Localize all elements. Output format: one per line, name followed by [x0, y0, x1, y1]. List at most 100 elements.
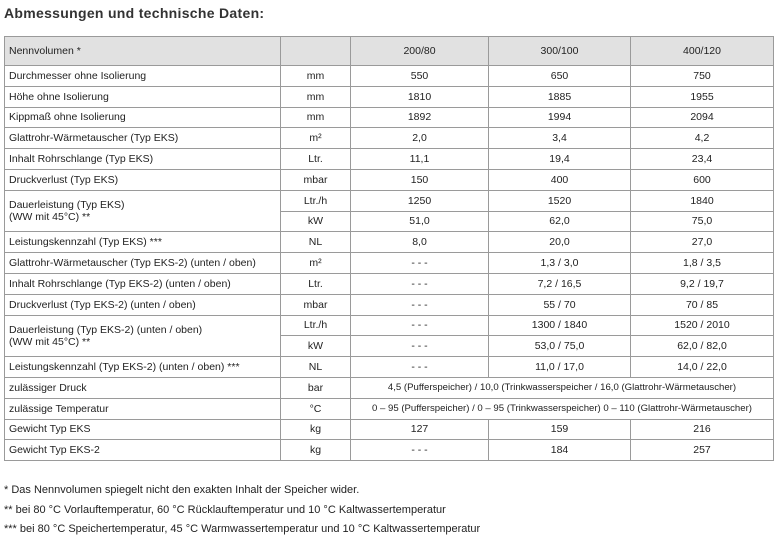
unit: mm: [280, 85, 351, 108]
table-body: Durchmesser ohne Isolierung mm 550 650 750 Hö…: [4, 65, 774, 462]
cell: 23,4: [630, 148, 774, 170]
column-header: 300/100: [488, 36, 631, 66]
unit: kW: [280, 335, 351, 358]
cell: 650: [488, 65, 631, 87]
cell: 53,0 / 75,0: [488, 335, 631, 358]
footnote: * Das Nennvolumen spiegelt nicht den exa…: [4, 484, 360, 496]
cell: 750: [630, 65, 774, 87]
row-label: Leistungskennzahl (Typ EKS) ***: [4, 231, 281, 254]
table-row: Kippmaß ohne Isolierung mm 1892 1994 2094: [4, 106, 774, 129]
unit: Ltr.: [280, 148, 351, 170]
cell: 62,0: [488, 210, 631, 233]
unit: NL: [280, 356, 351, 378]
unit: Ltr./h: [280, 314, 351, 337]
table-row: Höhe ohne Isolierung mm 1810 1885 1955: [4, 85, 774, 108]
cell: 1885: [488, 85, 631, 108]
cell: 1250: [350, 189, 489, 212]
row-label: Inhalt Rohrschlange (Typ EKS-2) (unten /…: [4, 272, 281, 295]
cell: 550: [350, 65, 489, 87]
unit: Ltr.: [280, 272, 351, 295]
column-header: 400/120: [630, 36, 774, 66]
cell: 70 / 85: [630, 293, 774, 316]
table-row: Inhalt Rohrschlange (Typ EKS) Ltr. 11,1 19,…: [4, 148, 774, 170]
row-label-line: (WW mit 45°C) **: [9, 211, 91, 224]
row-label: Druckverlust (Typ EKS-2) (unten / oben): [4, 293, 281, 316]
header-row: Nennvolumen * 200/80 300/100 400/120: [4, 36, 774, 66]
cell: 9,2 / 19,7: [630, 272, 774, 295]
cell: 159: [488, 418, 631, 441]
cell: 1810: [350, 85, 489, 108]
cell: 600: [630, 168, 774, 191]
row-label: Dauerleistung (Typ EKS-2) (unten / oben)…: [4, 314, 281, 358]
table-row: Dauerleistung (Typ EKS) (WW mit 45°C) ** L…: [4, 189, 774, 233]
cell: - - -: [350, 335, 489, 358]
row-label: Glattrohr-Wärmetauscher (Typ EKS-2) (unt…: [4, 252, 281, 274]
table-row: Leistungskennzahl (Typ EKS-2) (unten / o…: [4, 356, 774, 378]
cell: 1,3 / 3,0: [488, 252, 631, 274]
unit: m²: [280, 127, 351, 150]
row-label: Dauerleistung (Typ EKS) (WW mit 45°C) **: [4, 189, 281, 233]
data-table: Nennvolumen * 200/80 300/100 400/120 Durchm…: [4, 36, 774, 462]
cell: 1520 / 2010: [630, 314, 774, 337]
cell: 2094: [630, 106, 774, 129]
table-row: Druckverlust (Typ EKS) mbar 150 400 600: [4, 168, 774, 191]
cell: 7,2 / 16,5: [488, 272, 631, 295]
table-row: Druckverlust (Typ EKS-2) (unten / oben) m…: [4, 293, 774, 316]
table-row: zulässiger Druck bar 4,5 (Pufferspeicher) …: [4, 376, 774, 399]
cell: 2,0: [350, 127, 489, 150]
cell: 8,0: [350, 231, 489, 254]
unit: kg: [280, 439, 351, 462]
unit: NL: [280, 231, 351, 254]
cell: - - -: [350, 439, 489, 462]
table-row: Dauerleistung (Typ EKS-2) (unten / oben)…: [4, 314, 774, 358]
row-label: Kippmaß ohne Isolierung: [4, 106, 281, 129]
cell: 1840: [630, 189, 774, 212]
cell: 55 / 70: [488, 293, 631, 316]
cell: 62,0 / 82,0: [630, 335, 774, 358]
cell: 1955: [630, 85, 774, 108]
cell: 51,0: [350, 210, 489, 233]
table-row: Durchmesser ohne Isolierung mm 550 650 750: [4, 65, 774, 87]
table-row: zulässige Temperatur °C 0 – 95 (Pufferspei…: [4, 397, 774, 420]
cell: 1892: [350, 106, 489, 129]
cell: 4,2: [630, 127, 774, 150]
cell: 75,0: [630, 210, 774, 233]
cell: 1300 / 1840: [488, 314, 631, 337]
cell: 4,5 (Pufferspeicher) / 10,0 (Trinkwasser…: [350, 376, 774, 399]
row-label: Leistungskennzahl (Typ EKS-2) (unten / o…: [4, 356, 281, 378]
cell: 14,0 / 22,0: [630, 356, 774, 378]
table-row: Leistungskennzahl (Typ EKS) *** NL 8,0 20,0…: [4, 231, 774, 254]
unit: Ltr./h: [280, 189, 351, 212]
cell: 127: [350, 418, 489, 441]
row-label: Inhalt Rohrschlange (Typ EKS): [4, 148, 281, 170]
cell: 150: [350, 168, 489, 191]
cell: 400: [488, 168, 631, 191]
cell: - - -: [350, 314, 489, 337]
cell: 20,0: [488, 231, 631, 254]
unit: mbar: [280, 168, 351, 191]
table-row: Glattrohr-Wärmetauscher (Typ EKS-2) (unt…: [4, 252, 774, 274]
row-label: zulässiger Druck: [4, 376, 281, 399]
row-label: Gewicht Typ EKS: [4, 418, 281, 441]
unit: mm: [280, 65, 351, 87]
cell: 1994: [488, 106, 631, 129]
cell: 19,4: [488, 148, 631, 170]
row-label-line: Dauerleistung (Typ EKS): [9, 199, 125, 212]
cell: - - -: [350, 272, 489, 295]
cell: - - -: [350, 293, 489, 316]
cell: 184: [488, 439, 631, 462]
unit: bar: [280, 376, 351, 399]
cell: 257: [630, 439, 774, 462]
cell: 11,0 / 17,0: [488, 356, 631, 378]
row-label: Höhe ohne Isolierung: [4, 85, 281, 108]
cell: - - -: [350, 252, 489, 274]
table-row: Gewicht Typ EKS-2 kg - - -184 257: [4, 439, 774, 462]
unit: mm: [280, 106, 351, 129]
cell: 3,4: [488, 127, 631, 150]
table-row: Gewicht Typ EKS kg 127 159 216: [4, 418, 774, 441]
table-row: Inhalt Rohrschlange (Typ EKS-2) (unten /…: [4, 272, 774, 295]
row-label: Durchmesser ohne Isolierung: [4, 65, 281, 87]
cell: - - -: [350, 356, 489, 378]
cell: 216: [630, 418, 774, 441]
